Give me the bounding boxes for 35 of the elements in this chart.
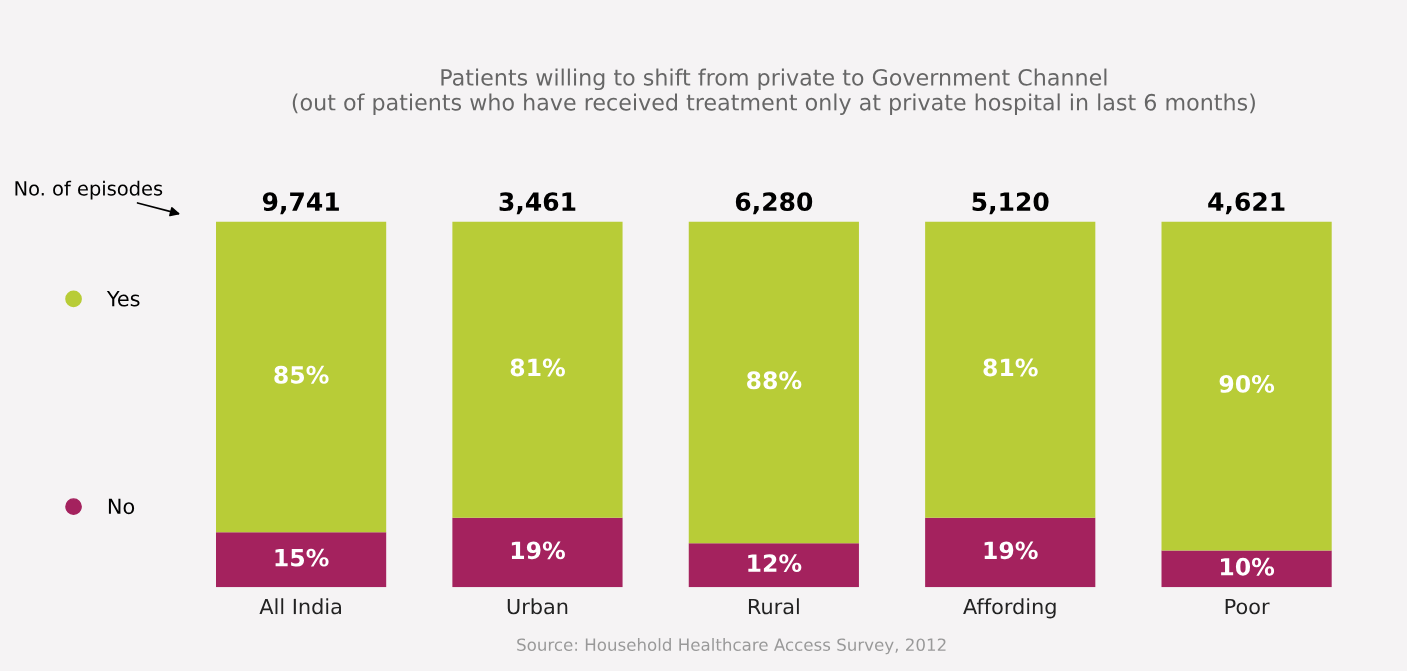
data-label: 19% (984, 541, 1038, 560)
legend-label: Yes (106, 291, 140, 307)
x-tick-label: Rural (748, 598, 799, 615)
bar (688, 543, 859, 588)
bar (452, 221, 623, 518)
bar (216, 221, 387, 533)
bar (216, 532, 387, 588)
chart-title: Patients willing to shift from private to Government Channel (out of patients who have received treatment only at private hospital in last 6 months) (292, 68, 1255, 115)
bar (1161, 221, 1332, 551)
annotation: 3,461 (499, 192, 576, 215)
annotation: 9,741 (262, 192, 339, 215)
annotation: 5,120 (972, 192, 1049, 215)
data-label: 10% (1221, 557, 1275, 576)
x-tick-label: Poor (1225, 598, 1270, 615)
data-label: 90% (1219, 374, 1275, 393)
data-label: 81% (510, 358, 565, 377)
legend-label: No (108, 498, 135, 515)
data-label: 15% (275, 548, 329, 567)
data-label: 85% (274, 365, 329, 384)
x-tick-label: All India (259, 598, 341, 615)
data-label: 19% (511, 541, 565, 560)
data-label: 81% (983, 358, 1038, 377)
annotation: 4,621 (1208, 192, 1285, 215)
text: No. of episodes (15, 180, 163, 200)
bar (1161, 550, 1332, 588)
bar (925, 221, 1096, 518)
bar (452, 517, 623, 588)
data-label: 12% (748, 554, 802, 573)
bar (688, 221, 859, 544)
source-note: Source: Household Healthcare Access Survey, 2012 (517, 638, 946, 655)
x-tick-label: Urban (507, 598, 568, 615)
annotation: 6,280 (735, 192, 813, 215)
data-label: 88% (747, 371, 802, 390)
bar (925, 517, 1096, 588)
x-tick-label: Affording (963, 598, 1056, 619)
